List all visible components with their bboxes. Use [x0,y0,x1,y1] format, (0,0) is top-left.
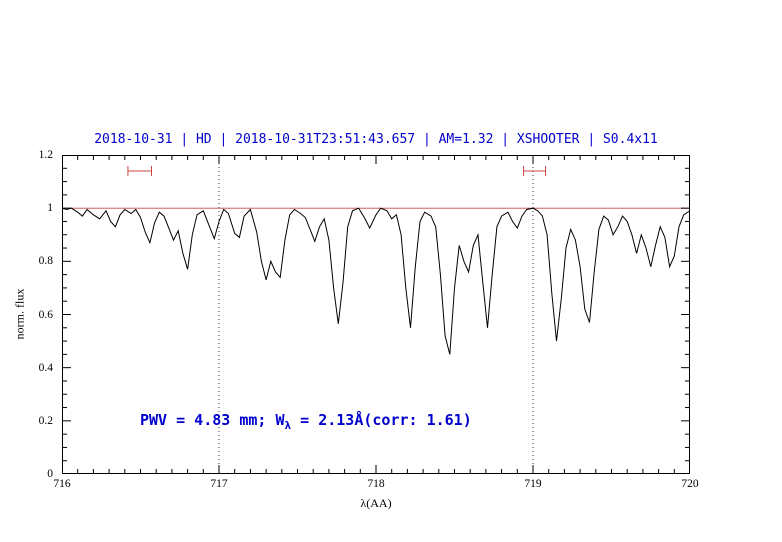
y-tick-label: 0.2 [38,414,53,427]
x-tick-label: 718 [367,478,385,490]
x-axis-tick-labels: 716 717 718 719 720 [53,478,698,492]
x-tick-label: 716 [53,478,71,490]
plot-svg [62,155,690,474]
y-tick-label: 0.4 [38,361,53,374]
y-tick-label: 1 [47,202,53,215]
plot-title: 2018-10-31 | HD | 2018-10-31T23:51:43.65… [94,132,658,147]
y-axis-label: norm. flux [12,288,27,340]
x-tick-label: 717 [210,478,228,490]
pwv-annotation-prefix: PWV = 4.83 mm; W [140,411,285,429]
pwv-annotation-suffix: = 2.13Å(corr: 1.61) [291,411,472,429]
pwv-annotation: PWV = 4.83 mm; Wλ = 2.13Å(corr: 1.61) [140,411,472,432]
y-tick-label: 0.8 [38,255,53,268]
y-tick-label: 1.2 [38,149,53,161]
x-tick-label: 719 [524,478,542,490]
x-axis-label: λ(AA) [360,496,392,510]
pwv-annotation-subscript: λ [284,419,292,432]
y-tick-label: 0 [47,468,53,480]
y-axis-tick-labels: 0 0.2 0.4 0.6 0.8 1 1.2 [0,149,58,480]
y-tick-label: 0.6 [38,308,53,321]
x-tick-label: 720 [681,478,699,490]
